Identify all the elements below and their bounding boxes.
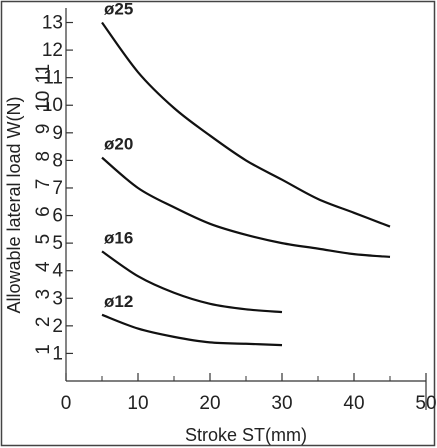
y-tick-label-mirrored: 1 — [33, 344, 54, 355]
y-tick-label: 11 — [43, 68, 63, 89]
y-tick-label-mirrored: 2 — [33, 317, 54, 328]
x-tick-label: 30 — [271, 393, 292, 414]
series-label: ø20 — [104, 135, 133, 154]
y-tick-label-mirrored: 10 — [33, 91, 54, 112]
x-tick-label: 50 — [415, 393, 436, 414]
y-tick-label-mirrored: 6 — [33, 206, 54, 217]
x-tick-label: 20 — [199, 393, 220, 414]
y-tick-label: 4 — [52, 261, 63, 282]
y-tick-label: 9 — [52, 123, 63, 144]
x-tick-label: 40 — [343, 393, 364, 414]
y-tick-label-mirrored: 4 — [33, 261, 54, 272]
y-tick-label: 8 — [52, 150, 63, 171]
series-line — [101, 156, 391, 259]
x-tick-label: 0 — [61, 393, 72, 414]
y-tick-label: 2 — [52, 316, 63, 337]
y-tick-label: 3 — [52, 288, 63, 309]
y-tick-label: 6 — [52, 206, 63, 227]
series-label: ø25 — [104, 0, 133, 19]
series-label: ø16 — [104, 228, 133, 247]
y-tick-label-mirrored: 3 — [33, 289, 54, 300]
y-tick-label: 5 — [52, 233, 63, 254]
y-tick-label: 12 — [42, 40, 63, 61]
y-tick-label-mirrored: 7 — [33, 179, 54, 190]
y-tick-label: 10 — [42, 95, 63, 116]
series-line — [101, 313, 283, 347]
series-label: ø12 — [104, 292, 133, 311]
series-line — [101, 250, 283, 314]
y-tick-label-mirrored: 5 — [33, 234, 54, 245]
y-tick-label-mirrored: 9 — [33, 124, 54, 135]
y-tick-label: 7 — [52, 178, 63, 199]
y-tick-label-mirrored: 11 — [33, 64, 54, 84]
y-tick-label-mirrored: 8 — [33, 151, 54, 162]
x-axis-title: Stroke ST(mm) — [185, 425, 307, 445]
series-line — [101, 21, 391, 228]
y-axis-title: Allowable lateral load W(N) — [4, 96, 24, 313]
y-tick-label: 1 — [52, 343, 63, 364]
x-tick-label: 10 — [127, 393, 148, 414]
y-tick-label: 13 — [42, 13, 63, 34]
